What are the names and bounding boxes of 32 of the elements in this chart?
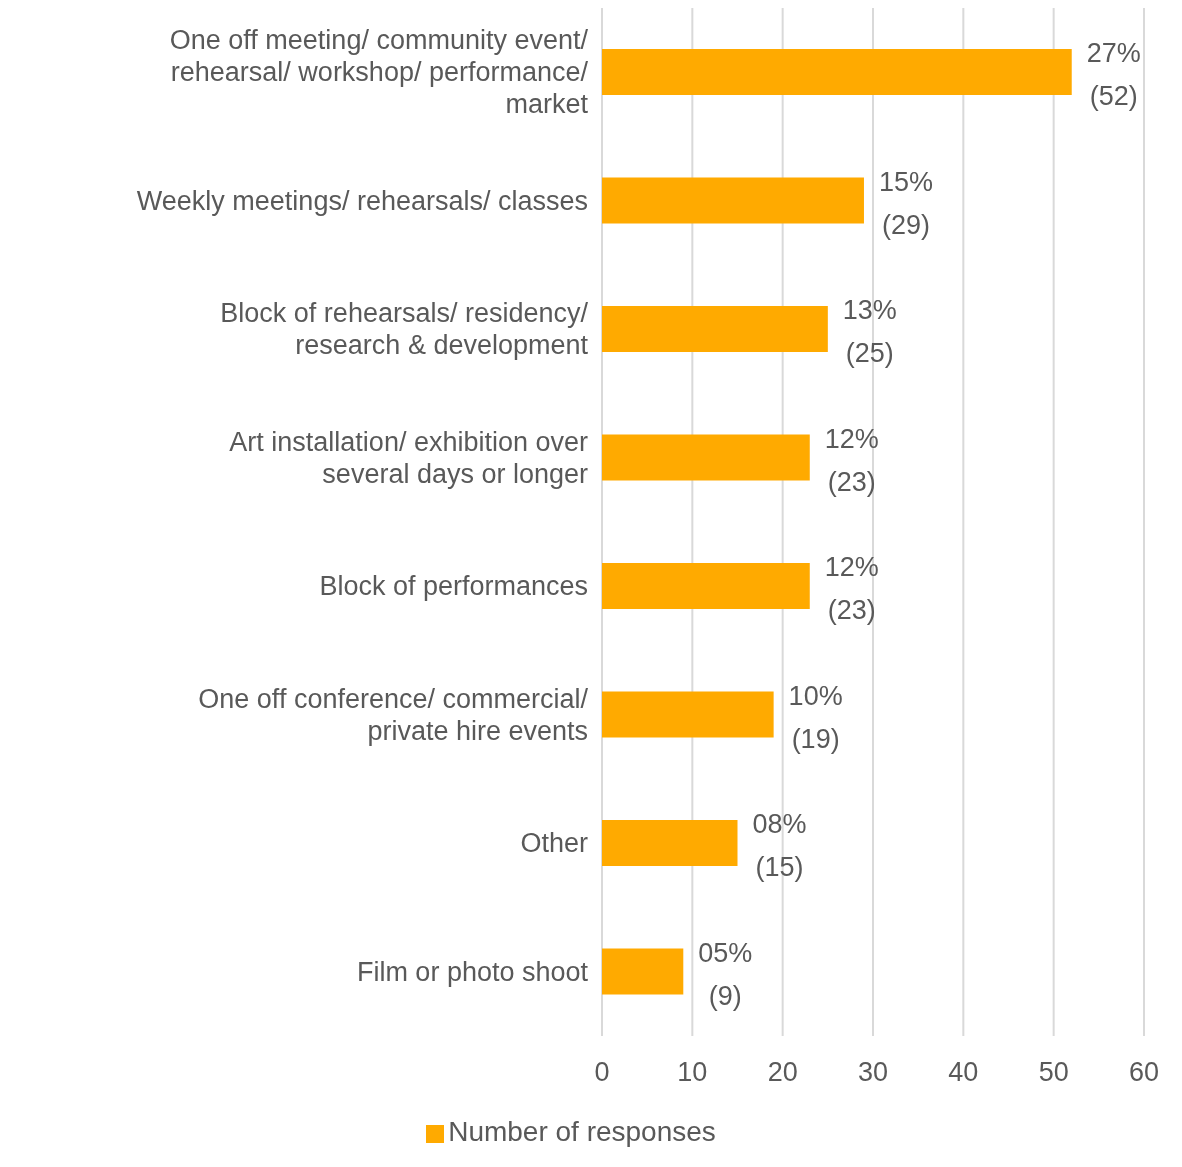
bar [602, 563, 810, 609]
y-tick-label: Weekly meetings/ rehearsals/ classes [136, 185, 588, 216]
bar [602, 948, 684, 995]
x-tick-label: 0 [594, 1057, 610, 1088]
x-tick-label: 10 [677, 1057, 708, 1088]
data-label: 05% (9) [698, 937, 753, 1011]
data-label: 12% (23) [824, 552, 879, 625]
y-tick-label: Art installation/ exhibition over several days or longer [229, 426, 589, 489]
data-label: 12% (23) [824, 423, 879, 497]
x-tick-label: 30 [857, 1057, 889, 1088]
y-tick-label: Other [520, 828, 588, 859]
data-label: 10% (19) [788, 680, 843, 754]
bar [602, 49, 1072, 95]
bar [602, 691, 774, 738]
bar [602, 177, 864, 224]
y-tick-label: Block of performances [319, 571, 588, 602]
legend-label: Number of responses [448, 1116, 716, 1147]
y-tick-label: One off meeting/ community event/ rehearsal/ workshop/ performance/ market [169, 25, 589, 120]
y-tick-label: Block of rehearsals/ residency/ research & development [220, 298, 589, 361]
x-tick-label: 50 [1038, 1057, 1069, 1088]
data-label: 27% (52) [1086, 38, 1141, 111]
bar [602, 434, 810, 481]
bar [602, 820, 738, 866]
x-tick-label: 40 [948, 1057, 979, 1088]
data-label: 13% (25) [842, 295, 897, 368]
y-tick-label: Film or photo shoot [356, 956, 589, 987]
x-tick-label: 60 [1128, 1057, 1160, 1088]
data-label: 08% (15) [752, 809, 807, 882]
data-label: 15% (29) [878, 166, 933, 240]
bar [602, 306, 828, 352]
x-tick-label: 20 [767, 1057, 798, 1088]
y-tick-label: One off conference/ commercial/ private hire events [198, 683, 589, 746]
